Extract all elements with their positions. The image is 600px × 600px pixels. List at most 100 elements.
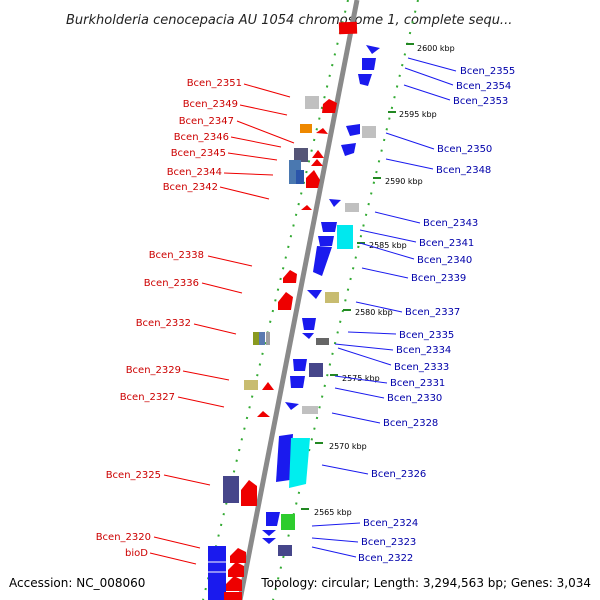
gene-label-bcen-2330[interactable]: Bcen_2330 — [387, 393, 442, 404]
gene-feature-2331 — [290, 376, 305, 388]
gene-feature-2330-b — [302, 406, 318, 414]
gene-feature-2324-b — [281, 514, 295, 530]
leader-line — [236, 120, 295, 144]
gene-label-bcen-2329[interactable]: Bcen_2329 — [126, 365, 181, 376]
gene-feature-2344-c — [306, 170, 320, 188]
gene-feature-2346 — [294, 148, 308, 162]
leader-line — [149, 552, 197, 565]
gene-label-bcen-2320[interactable]: Bcen_2320 — [96, 532, 151, 543]
gene-label-bcen-2341[interactable]: Bcen_2341 — [419, 238, 474, 249]
gene-feature-2320 — [208, 546, 226, 600]
gene-feature-2332-a — [253, 332, 261, 345]
gene-label-bcen-2342[interactable]: Bcen_2342 — [163, 182, 218, 193]
gene-feature-2333-a — [293, 359, 307, 371]
leader-line — [374, 211, 421, 224]
gene-feature-biod-d — [224, 592, 242, 600]
outer-guide-rail-right — [272, 0, 419, 600]
left-leader-lines — [149, 83, 295, 565]
tick-label-2595: 2595 kbp — [399, 110, 437, 119]
gene-label-bcen-2328[interactable]: Bcen_2328 — [383, 418, 438, 429]
leader-line — [404, 67, 454, 86]
gene-label-bcen-2327[interactable]: Bcen_2327 — [120, 392, 175, 403]
gene-label-bcen-2332[interactable]: Bcen_2332 — [136, 318, 191, 329]
leader-line — [359, 229, 417, 243]
coordinate-ticks: 2600 kbp 2595 kbp 2590 kbp 2585 kbp 2580… — [301, 43, 455, 517]
gene-label-bcen-2334[interactable]: Bcen_2334 — [396, 345, 451, 356]
gene-label-bcen-2346[interactable]: Bcen_2346 — [174, 132, 229, 143]
gene-label-bcen-2323[interactable]: Bcen_2323 — [361, 537, 416, 548]
tick-label-2565: 2565 kbp — [314, 508, 352, 517]
map-title: Burkholderia cenocepacia AU 1054 chromos… — [66, 13, 512, 28]
gene-feature-2355 — [366, 45, 380, 54]
gene-label-biod[interactable]: bioD — [125, 548, 148, 559]
gene-label-bcen-2343[interactable]: Bcen_2343 — [423, 218, 478, 229]
gene-label-bcen-2337[interactable]: Bcen_2337 — [405, 307, 460, 318]
gene-feature-2342 — [301, 205, 312, 210]
gene-feature-2325-b — [241, 480, 257, 506]
leader-line — [207, 255, 253, 267]
gene-feature-2343-a — [329, 199, 341, 207]
gene-feature-2353 — [358, 74, 372, 86]
gene-feature-biod-a — [230, 548, 246, 563]
gene-label-bcen-2355[interactable]: Bcen_2355 — [460, 66, 515, 77]
gene-label-bcen-2326[interactable]: Bcen_2326 — [371, 469, 426, 480]
accession-text: Accession: NC_008060 — [9, 576, 145, 590]
gene-feature-2351-a — [305, 96, 319, 109]
gene-label-bcen-2324[interactable]: Bcen_2324 — [363, 518, 418, 529]
leader-line — [331, 412, 381, 424]
left-gene-labels: Bcen_2351 Bcen_2349 Bcen_2347 Bcen_2346 … — [96, 78, 242, 559]
gene-label-bcen-2340[interactable]: Bcen_2340 — [417, 255, 472, 266]
gene-feature-2326-b — [289, 438, 310, 488]
leader-line — [334, 375, 388, 384]
gene-feature-2354 — [362, 58, 376, 70]
leader-line — [347, 331, 397, 335]
leader-line — [193, 323, 237, 335]
gene-label-bcen-2322[interactable]: Bcen_2322 — [358, 553, 413, 564]
gene-label-bcen-2348[interactable]: Bcen_2348 — [436, 165, 491, 176]
leader-line — [385, 132, 435, 150]
gene-label-bcen-2335[interactable]: Bcen_2335 — [399, 330, 454, 341]
gene-label-bcen-2345[interactable]: Bcen_2345 — [171, 148, 226, 159]
gene-feature-2332-c — [266, 332, 270, 345]
gene-label-bcen-2325[interactable]: Bcen_2325 — [106, 470, 161, 481]
gene-feature-2351-b — [322, 99, 337, 113]
gene-feature-2326-a — [276, 434, 293, 482]
gene-feature-2335 — [302, 318, 316, 330]
gene-label-bcen-2349[interactable]: Bcen_2349 — [183, 99, 238, 110]
leader-line — [385, 158, 434, 170]
gene-label-bcen-2338[interactable]: Bcen_2338 — [149, 250, 204, 261]
leader-line — [403, 84, 451, 101]
gene-feature-2345-b — [311, 159, 323, 166]
outer-guide-rail-left — [202, 0, 349, 600]
leader-line — [163, 474, 211, 486]
gene-label-bcen-2344[interactable]: Bcen_2344 — [167, 167, 222, 178]
gene-label-bcen-2339[interactable]: Bcen_2339 — [411, 273, 466, 284]
gene-label-bcen-2347[interactable]: Bcen_2347 — [179, 116, 234, 127]
leader-line — [223, 172, 274, 176]
right-gene-labels: Bcen_2355 Bcen_2354 Bcen_2353 Bcen_2350 … — [358, 66, 515, 564]
leader-line — [239, 104, 288, 116]
gene-feature-2322 — [278, 545, 292, 556]
leader-line — [153, 536, 201, 549]
leader-line — [359, 242, 415, 260]
gene-feature-2349 — [300, 124, 312, 133]
gene-label-bcen-2351[interactable]: Bcen_2351 — [187, 78, 242, 89]
leader-line — [311, 546, 357, 558]
tick-label-2580: 2580 kbp — [355, 308, 393, 317]
gene-label-bcen-2354[interactable]: Bcen_2354 — [456, 81, 511, 92]
gene-label-bcen-2353[interactable]: Bcen_2353 — [453, 96, 508, 107]
gene-label-bcen-2331[interactable]: Bcen_2331 — [390, 378, 445, 389]
leader-line — [201, 282, 243, 294]
gene-label-bcen-2333[interactable]: Bcen_2333 — [394, 362, 449, 373]
gene-feature-2323-a — [262, 530, 276, 536]
gene-feature-2345-a — [312, 150, 324, 158]
gene-feature-2344-b — [296, 170, 304, 184]
leader-line — [407, 57, 457, 72]
leader-line — [337, 347, 392, 366]
gene-label-bcen-2336[interactable]: Bcen_2336 — [144, 278, 199, 289]
gene-label-bcen-2350[interactable]: Bcen_2350 — [437, 144, 492, 155]
gene-feature-2340 — [318, 236, 334, 246]
leader-line — [219, 186, 270, 200]
gene-feature-2341-a — [321, 222, 337, 232]
